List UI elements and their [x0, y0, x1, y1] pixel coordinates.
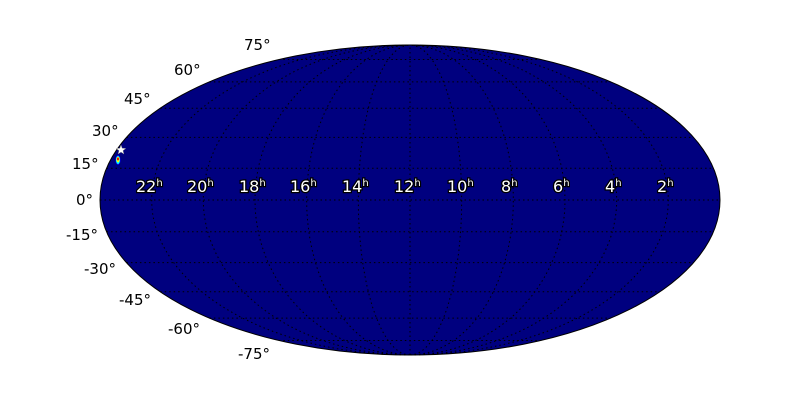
ra-tick-label: 22h [136, 177, 163, 196]
ra-tick-label: 6h [553, 177, 570, 196]
meridian-gridline [357, 44, 411, 356]
lat-tick-label: -30° [84, 260, 116, 278]
lat-tick-label: 15° [72, 155, 99, 173]
lat-tick-label: -45° [119, 291, 151, 309]
meridian-gridline [151, 44, 411, 356]
lat-tick-label: -60° [168, 320, 200, 338]
ra-tick-label: 12h [394, 177, 421, 196]
hotspot-core [117, 157, 119, 161]
meridian-gridline [409, 44, 566, 356]
ra-tick-label: 16h [290, 177, 317, 196]
star-marker-icon [115, 144, 127, 155]
lat-tick-label: 45° [124, 90, 151, 108]
lat-tick-label: 0° [76, 191, 93, 209]
ra-tick-label: 4h [605, 177, 622, 196]
lat-tick-label: 75° [244, 36, 271, 54]
lat-tick-label: 30° [92, 122, 119, 140]
lat-tick-label: 60° [174, 61, 201, 79]
ra-tick-label: 8h [501, 177, 518, 196]
meridian-gridline [202, 44, 411, 356]
ra-tick-label: 2h [657, 177, 674, 196]
meridian-gridline [409, 44, 669, 356]
meridian-gridline [409, 44, 463, 356]
ra-tick-label: 18h [239, 177, 266, 196]
lat-tick-label: -75° [238, 345, 270, 363]
meridian-gridline [254, 44, 411, 356]
ra-tick-label: 14h [342, 177, 369, 196]
lat-tick-label: -15° [66, 226, 98, 244]
ra-tick-label: 20h [187, 177, 214, 196]
meridian-gridline [409, 44, 618, 356]
ra-tick-label: 10h [447, 177, 474, 196]
